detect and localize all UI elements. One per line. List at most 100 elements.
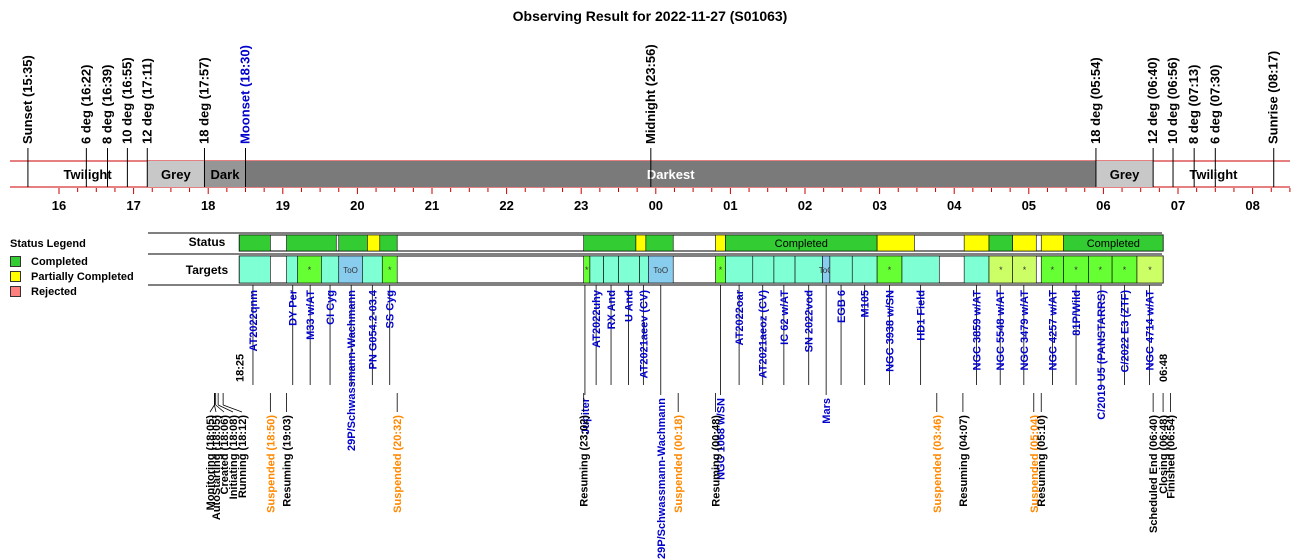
target-block-tag: * (719, 265, 723, 275)
target-block (1136, 255, 1164, 284)
legend-title: Status Legend (10, 238, 86, 250)
target-block-tag: * (1148, 265, 1152, 275)
legend-item-completed: Completed (10, 254, 134, 269)
hour-tick-label: 22 (499, 198, 513, 213)
status-segment (238, 234, 271, 252)
target-label: 81P/Wild (1071, 290, 1083, 336)
twilight-mark-label: 18 deg (17:57) (196, 57, 211, 144)
twilight-mark-label: 6 deg (16:22) (78, 65, 93, 144)
target-block (286, 255, 299, 284)
sky-band-label: Grey (161, 167, 191, 182)
sky-band-label: Darkest (647, 167, 695, 182)
hour-tick-label: 00 (649, 198, 663, 213)
target-block-tag: * (1023, 265, 1027, 275)
status-segment (1040, 234, 1064, 252)
status-segments: Completed Completed (238, 234, 1164, 252)
sky-band-bar: Twilight Grey Dark Darkest Grey Twilight (10, 160, 1290, 188)
target-label: AT2022oar (734, 289, 746, 345)
twilight-mark-label: 10 deg (06:56) (1165, 57, 1180, 144)
target-label: AT2022qnm (248, 290, 260, 352)
status-segment-label: Completed (775, 238, 828, 250)
legend-label: Rejected (31, 285, 77, 298)
target-label: AT2022uhy (591, 289, 603, 348)
event-label: Resuming (05:10) (1036, 415, 1048, 507)
status-segment (286, 234, 337, 252)
hour-tick-label: 20 (350, 198, 364, 213)
event-label: Scheduled End (06:40) (1148, 415, 1160, 533)
twilight-mark-label: 18 deg (05:54) (1088, 57, 1103, 144)
target-block-tag: * (308, 265, 312, 275)
target-block-tag: ToO (653, 266, 668, 275)
status-segment (1063, 234, 1164, 252)
status-segment (715, 234, 726, 252)
target-block (829, 255, 853, 284)
target-block (648, 255, 674, 284)
target-block-tag: * (1051, 265, 1055, 275)
event-leader (214, 404, 217, 413)
status-segment (338, 234, 368, 252)
target-label: AT2021aeoz (CV) (758, 290, 770, 379)
event-markers: Monitoring (18:05)AutoStarting (18:05)Cr… (205, 393, 1178, 533)
target-block (851, 255, 878, 284)
status-segment (876, 234, 915, 252)
event-label: AutoStarting (18:05) (211, 415, 223, 520)
target-block (238, 255, 271, 284)
target-block-tag: ToO (343, 266, 358, 275)
event-leader (209, 404, 215, 413)
twilight-mark-label: 12 deg (06:40) (1145, 57, 1160, 144)
target-block-tag: * (1123, 265, 1127, 275)
hour-tick-label: 04 (947, 198, 962, 213)
targets-row-label: Targets (186, 263, 229, 277)
hour-tick-label: 19 (276, 198, 290, 213)
sky-band-1 (147, 161, 205, 187)
target-block (589, 255, 604, 284)
event-label: Resuming (19:03) (282, 415, 294, 507)
target-label: DY Per (288, 289, 300, 326)
target-label: SN 2022vod (804, 290, 816, 352)
target-label: EGB 6 (836, 290, 848, 323)
event-label: Suspended (03:46) (932, 415, 944, 513)
target-block (1012, 255, 1037, 284)
status-segment (367, 234, 381, 252)
target-label: NGC 3859 w/AT (972, 290, 984, 371)
target-block (321, 255, 340, 284)
twilight-marks: Sunset (15:35) 6 deg (16:22) 8 deg (16:39)… (20, 44, 1281, 187)
hour-tick-label: 06 (1096, 198, 1110, 213)
legend-swatch (10, 256, 21, 267)
event-label: Created (18:06) (219, 415, 231, 495)
sky-band-3 (245, 161, 1096, 187)
target-label: Jupiter (580, 397, 592, 434)
target-label: NGC 3479 w/AT (1019, 290, 1031, 371)
hour-tick-label: 05 (1022, 198, 1036, 213)
target-block (381, 255, 398, 284)
status-legend: Status Legend Completed Partially Comple… (10, 238, 134, 299)
legend-label: Partially Completed (31, 270, 134, 283)
target-block-tag: * (999, 265, 1003, 275)
event-label: Initiating (18:08) (228, 415, 240, 500)
target-label: NGC 1068 w/SN (715, 398, 727, 480)
target-label: SS Cyg (385, 290, 397, 329)
target-label: NGC 4714 w/AT (1144, 290, 1156, 371)
event-label: Resuming (23:02) (579, 415, 591, 507)
twilight-mark-label: 8 deg (07:13) (1186, 65, 1201, 144)
target-label: U And (623, 290, 635, 322)
target-block-tag: * (1074, 265, 1078, 275)
hour-tick-label: 16 (52, 198, 66, 213)
hour-tick-label: 02 (798, 198, 812, 213)
legend-label: Completed (31, 255, 88, 268)
hour-tick-label: 01 (723, 198, 737, 213)
twilight-mark-label: Sunset (15:35) (20, 55, 35, 144)
event-label: Resuming (04:07) (958, 415, 970, 507)
target-block-tag: * (888, 265, 892, 275)
sky-band-label: Twilight (64, 167, 113, 182)
event-label: Closing (06:48) (1158, 415, 1170, 494)
event-label: Suspended (18:50) (265, 415, 277, 513)
event-leader (215, 404, 225, 413)
sky-band-2 (204, 161, 246, 187)
sky-band-4 (1095, 161, 1154, 187)
target-block (794, 255, 823, 284)
status-segment-label: Completed (1087, 238, 1140, 250)
status-segment (1012, 234, 1037, 252)
event-label: Suspended (00:18) (673, 415, 685, 513)
